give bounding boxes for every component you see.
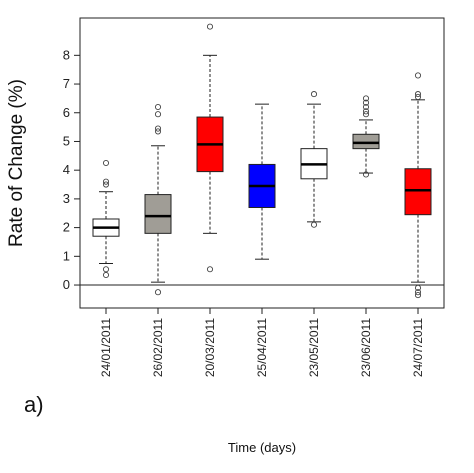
outlier-point	[414, 93, 422, 101]
x-tick-label: 20/03/2011	[203, 318, 217, 377]
outlier-point	[102, 271, 110, 279]
y-tick-label: 4	[63, 162, 70, 177]
outlier-point	[362, 171, 370, 178]
y-tick-label: 0	[63, 277, 70, 292]
x-tick-label: 23/06/2011	[359, 318, 373, 377]
outlier-point	[154, 128, 162, 135]
outlier-point	[102, 178, 110, 185]
outlier-point	[414, 284, 422, 291]
plot-area: 0 1 2 3 4 5 6 7 8 24/01/2011 26/02/2011 20/03/2011 2…	[63, 17, 445, 377]
y-tick-label: 7	[63, 76, 70, 91]
outlier-point	[154, 125, 162, 132]
x-tick-label: 26/02/2011	[151, 318, 165, 377]
y-axis-title: Rate of Change (%)	[6, 79, 27, 247]
outlier-point	[102, 181, 110, 188]
y-tick-label: 5	[63, 133, 70, 148]
outlier-point	[154, 103, 162, 111]
outlier-point	[414, 289, 422, 296]
outlier-point	[206, 23, 214, 30]
outlier-point	[414, 72, 422, 79]
y-tick-label: 1	[63, 248, 70, 263]
outlier-point	[362, 108, 370, 115]
y-tick-label: 8	[63, 47, 70, 62]
x-tick-label: 25/04/2011	[255, 318, 269, 377]
outlier-point	[102, 266, 110, 273]
outlier-point	[362, 95, 370, 102]
y-tick-label: 3	[63, 191, 70, 206]
outlier-point	[414, 91, 422, 98]
outlier-point	[154, 111, 162, 118]
box-23-06-2011	[352, 133, 380, 150]
box-26-02-2011	[144, 194, 172, 234]
outlier-point	[154, 289, 162, 296]
y-tick-label: 2	[63, 220, 70, 235]
outlier-point	[310, 221, 318, 228]
outlier-point	[414, 292, 422, 299]
x-axis-title: Time (days)	[228, 440, 296, 455]
x-tick-label: 23/05/2011	[307, 318, 321, 377]
outlier-point	[206, 266, 214, 273]
outlier-point	[362, 111, 370, 118]
x-tick-label: 24/01/2011	[99, 318, 113, 377]
box-24-07-2011	[404, 168, 432, 216]
outlier-point	[310, 91, 318, 98]
panel-label: a)	[24, 392, 44, 417]
x-tick-label: 24/07/2011	[411, 318, 425, 377]
outlier-point	[102, 159, 110, 167]
y-tick-label: 6	[63, 105, 70, 120]
outlier-point	[362, 103, 370, 111]
outlier-point	[362, 99, 370, 106]
